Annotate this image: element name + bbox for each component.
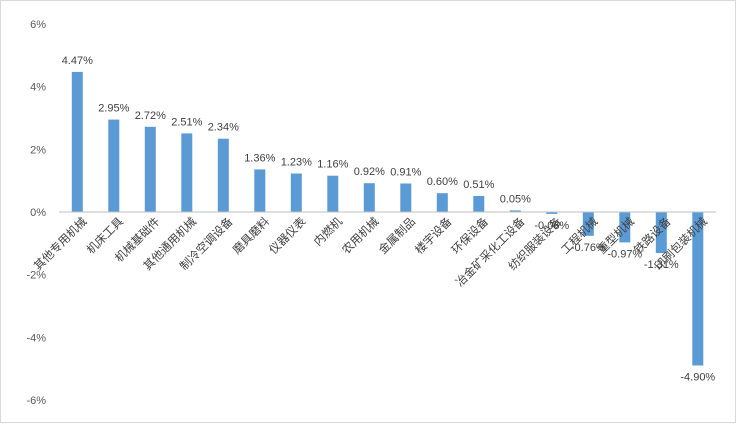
bar [436,193,448,212]
bar [71,71,83,213]
bar [619,212,631,243]
bars [71,71,704,366]
category-label: 其他专用机械 [31,214,90,273]
data-labels: 4.47% 2.95% 2.72% 2.51% 2.34% 1.36% 1.23% 1.16%… [62,55,716,384]
data-label: -0.76% [571,242,606,254]
data-label: 2.95% [98,103,129,115]
bar [655,212,667,253]
bar [290,173,302,212]
data-label: 0.51% [463,179,494,191]
data-label: 0.91% [390,167,421,179]
bar [582,212,594,236]
category-label: 仪器仪表 [266,214,309,257]
y-tick-label: 6% [30,19,46,31]
data-label: 4.47% [62,55,93,67]
bar [546,212,558,214]
category-label: 楼宇设备 [412,214,455,257]
bar [254,169,266,212]
data-label: 2.34% [208,122,239,134]
data-label: -4.90% [680,372,715,384]
data-label: 1.23% [281,157,312,169]
data-label: 0.05% [500,193,531,205]
bar [692,212,704,366]
y-tick-label: 2% [30,144,46,156]
y-tick-label: 4% [30,82,46,94]
data-label: -0.06% [534,220,569,232]
bar [144,126,156,212]
category-label: 冶金矿采化工设备 [453,214,528,289]
bar [509,210,521,212]
data-label: 0.60% [427,176,458,188]
bar [108,119,120,212]
y-tick-label: -4% [26,332,46,344]
bar [327,175,339,212]
y-tick-label: -2% [26,270,46,282]
category-label: 磨具磨料 [230,214,273,257]
y-axis-ticks: 6% 4% 2% 0% -2% -4% -6% [26,19,46,407]
y-tick-label: 0% [30,207,46,219]
data-label: 0.92% [354,166,385,178]
bar [400,183,412,212]
bar [473,196,485,212]
data-label: 1.36% [244,152,275,164]
data-label: -0.97% [607,248,642,260]
bar [217,138,229,212]
category-label: 内燃机 [311,214,346,249]
bar [363,183,375,212]
data-label: 1.16% [317,159,348,171]
category-label: 农用机械 [339,214,382,257]
data-label: -1.31% [644,259,679,271]
y-tick-label: -6% [26,395,46,407]
data-label: 2.72% [135,110,166,122]
bar [181,133,193,212]
data-label: 2.51% [171,116,202,128]
category-label: 金属制品 [376,214,418,256]
